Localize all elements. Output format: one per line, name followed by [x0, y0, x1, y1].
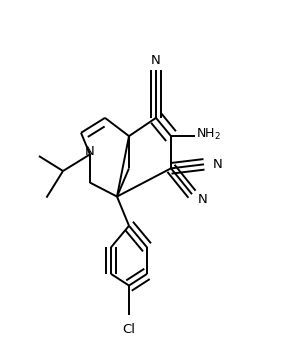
Text: N: N — [85, 145, 94, 158]
Text: N: N — [213, 158, 223, 171]
Text: N: N — [197, 193, 207, 206]
Text: NH$_2$: NH$_2$ — [196, 127, 221, 142]
Text: Cl: Cl — [122, 323, 136, 336]
Text: N: N — [151, 54, 161, 67]
